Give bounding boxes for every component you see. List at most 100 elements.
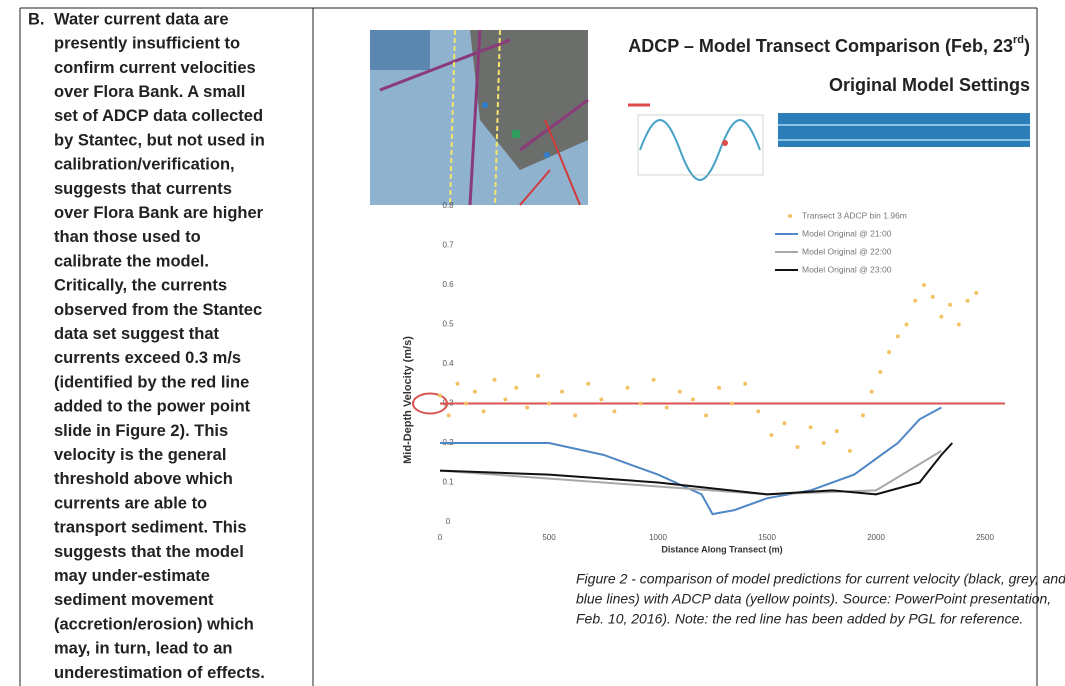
data-point <box>503 398 507 402</box>
body-line: over Flora Bank. A small <box>54 83 245 101</box>
body-line: (accretion/erosion) which <box>54 615 254 633</box>
body-line: over Flora Bank are higher <box>54 204 264 222</box>
data-point <box>586 382 590 386</box>
y-tick-label: 0.8 <box>442 201 454 210</box>
body-line: Critically, the currents <box>54 277 227 295</box>
legend-label: Model Original @ 21:00 <box>802 228 892 238</box>
body-line: currents exceed 0.3 m/s <box>54 349 241 367</box>
data-point <box>691 398 695 402</box>
data-point <box>809 425 813 429</box>
data-point <box>913 299 917 303</box>
caption-line: Figure 2 - comparison of model predictio… <box>576 571 1065 587</box>
data-point <box>473 390 477 394</box>
data-point <box>678 390 682 394</box>
data-point <box>931 295 935 299</box>
body-line: added to the power point <box>54 398 251 416</box>
body-line: threshold above which <box>54 470 233 488</box>
data-point <box>782 421 786 425</box>
body-line: calibration/verification, <box>54 156 235 174</box>
data-point <box>861 413 865 417</box>
data-point <box>948 303 952 307</box>
data-point <box>573 413 577 417</box>
body-line: data set suggest that <box>54 325 220 343</box>
legend-label: Model Original @ 22:00 <box>802 246 892 256</box>
data-point <box>560 390 564 394</box>
slide-subtitle: Original Model Settings <box>829 75 1030 95</box>
body-line: may, in turn, lead to an <box>54 640 232 658</box>
data-point <box>717 386 721 390</box>
x-tick-label: 1500 <box>758 533 776 542</box>
data-point <box>704 413 708 417</box>
body-line: presently insufficient to <box>54 35 240 53</box>
data-point <box>665 405 669 409</box>
slide-title: ADCP – Model Transect Comparison (Feb, 2… <box>628 34 1030 56</box>
caption-line: Feb. 10, 2016). Note: the red line has b… <box>576 611 1023 627</box>
series-line <box>440 407 941 514</box>
legend-label: Model Original @ 23:00 <box>802 264 892 274</box>
body-line: may under-estimate <box>54 567 210 585</box>
x-tick-label: 1000 <box>649 533 667 542</box>
y-tick-label: 0 <box>446 517 451 526</box>
data-point <box>887 350 891 354</box>
body-line: by Stantec, but not used in <box>54 131 265 149</box>
caption-line: blue lines) with ADCP data (yellow point… <box>576 591 1051 607</box>
body-line: velocity is the general <box>54 446 226 464</box>
body-line: sediment movement <box>54 591 214 609</box>
x-tick-label: 500 <box>542 533 556 542</box>
data-point <box>905 323 909 327</box>
y-tick-label: 0.7 <box>442 241 454 250</box>
data-point <box>939 315 943 319</box>
data-point <box>438 394 442 398</box>
data-point <box>612 409 616 413</box>
data-point <box>464 402 468 406</box>
data-point <box>878 370 882 374</box>
data-point <box>974 291 978 295</box>
x-tick-label: 2500 <box>976 533 994 542</box>
legend-label: Transect 3 ADCP bin 1.96m <box>802 210 907 220</box>
data-point <box>796 445 800 449</box>
data-point <box>514 386 518 390</box>
body-line: calibrate the model. <box>54 252 209 270</box>
data-point <box>652 378 656 382</box>
y-tick-label: 0.6 <box>442 280 454 289</box>
x-axis-label: Distance Along Transect (m) <box>661 544 782 554</box>
y-axis-label: Mid-Depth Velocity (m/s) <box>402 336 414 464</box>
data-point <box>447 413 451 417</box>
data-point <box>922 283 926 287</box>
data-point <box>482 409 486 413</box>
data-point <box>525 405 529 409</box>
title-end: ) <box>1024 36 1030 56</box>
data-point <box>966 299 970 303</box>
data-point <box>957 323 961 327</box>
body-line: confirm current velocities <box>54 59 256 77</box>
x-tick-label: 0 <box>438 533 443 542</box>
body-line: than those used to <box>54 228 201 246</box>
body-line: slide in Figure 2). This <box>54 422 228 440</box>
inset-chart <box>615 95 770 200</box>
body-line: Water current data are <box>54 10 229 28</box>
body-line: observed from the Stantec <box>54 301 262 319</box>
page: B.Water current data arepresently insuff… <box>0 0 1065 686</box>
data-point <box>455 382 459 386</box>
data-point <box>756 409 760 413</box>
body-line: suggests that currents <box>54 180 232 198</box>
body-line: suggests that the model <box>54 543 244 561</box>
body-line: currents are able to <box>54 494 207 512</box>
series-line <box>440 443 952 494</box>
data-point <box>822 441 826 445</box>
data-point <box>639 402 643 406</box>
data-point <box>835 429 839 433</box>
x-tick-label: 2000 <box>867 533 885 542</box>
data-point <box>769 433 773 437</box>
data-point <box>730 402 734 406</box>
body-line: (identified by the red line <box>54 373 249 391</box>
data-point <box>547 402 551 406</box>
data-point <box>870 390 874 394</box>
data-point <box>599 398 603 402</box>
map-image <box>370 30 588 205</box>
body-line: underestimation of effects. <box>54 664 265 682</box>
data-point <box>896 334 900 338</box>
transect-image <box>778 113 1030 147</box>
legend-symbol <box>788 214 792 218</box>
data-point <box>848 449 852 453</box>
